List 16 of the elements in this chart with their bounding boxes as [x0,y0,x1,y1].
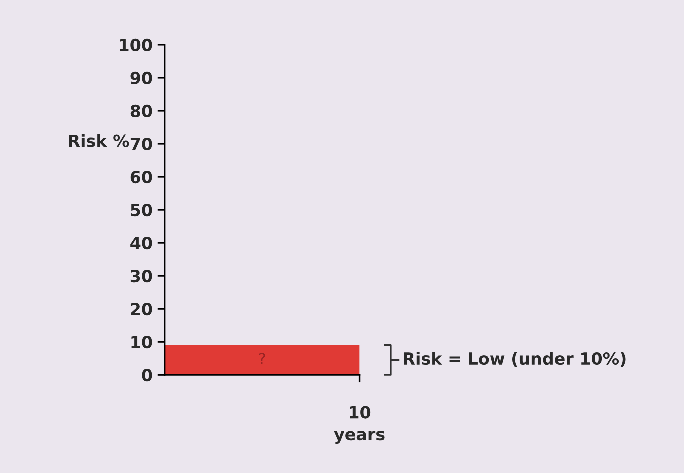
y-tick-label: 10 [132,336,152,349]
y-tick-label: 20 [131,303,152,316]
y-axis-title: Risk % [69,134,130,148]
y-tick-label: 90 [130,72,152,85]
y-tick-label: 0 [142,369,152,382]
text: Risk = Low (under 10%) [404,352,626,368]
y-tick-label: 30 [130,270,152,283]
y-tick-label: 50 [131,204,152,217]
y-tick-label: 80 [130,104,152,118]
y-tick-label: 70 [130,138,152,151]
x-axis-title: years [334,431,385,444]
text: 10 [350,406,371,419]
y-tick-label: 60 [130,170,152,184]
y-tick-label: 40 [130,236,152,250]
y-tick-label: 100 [120,38,152,52]
data-label: ? [259,353,266,364]
